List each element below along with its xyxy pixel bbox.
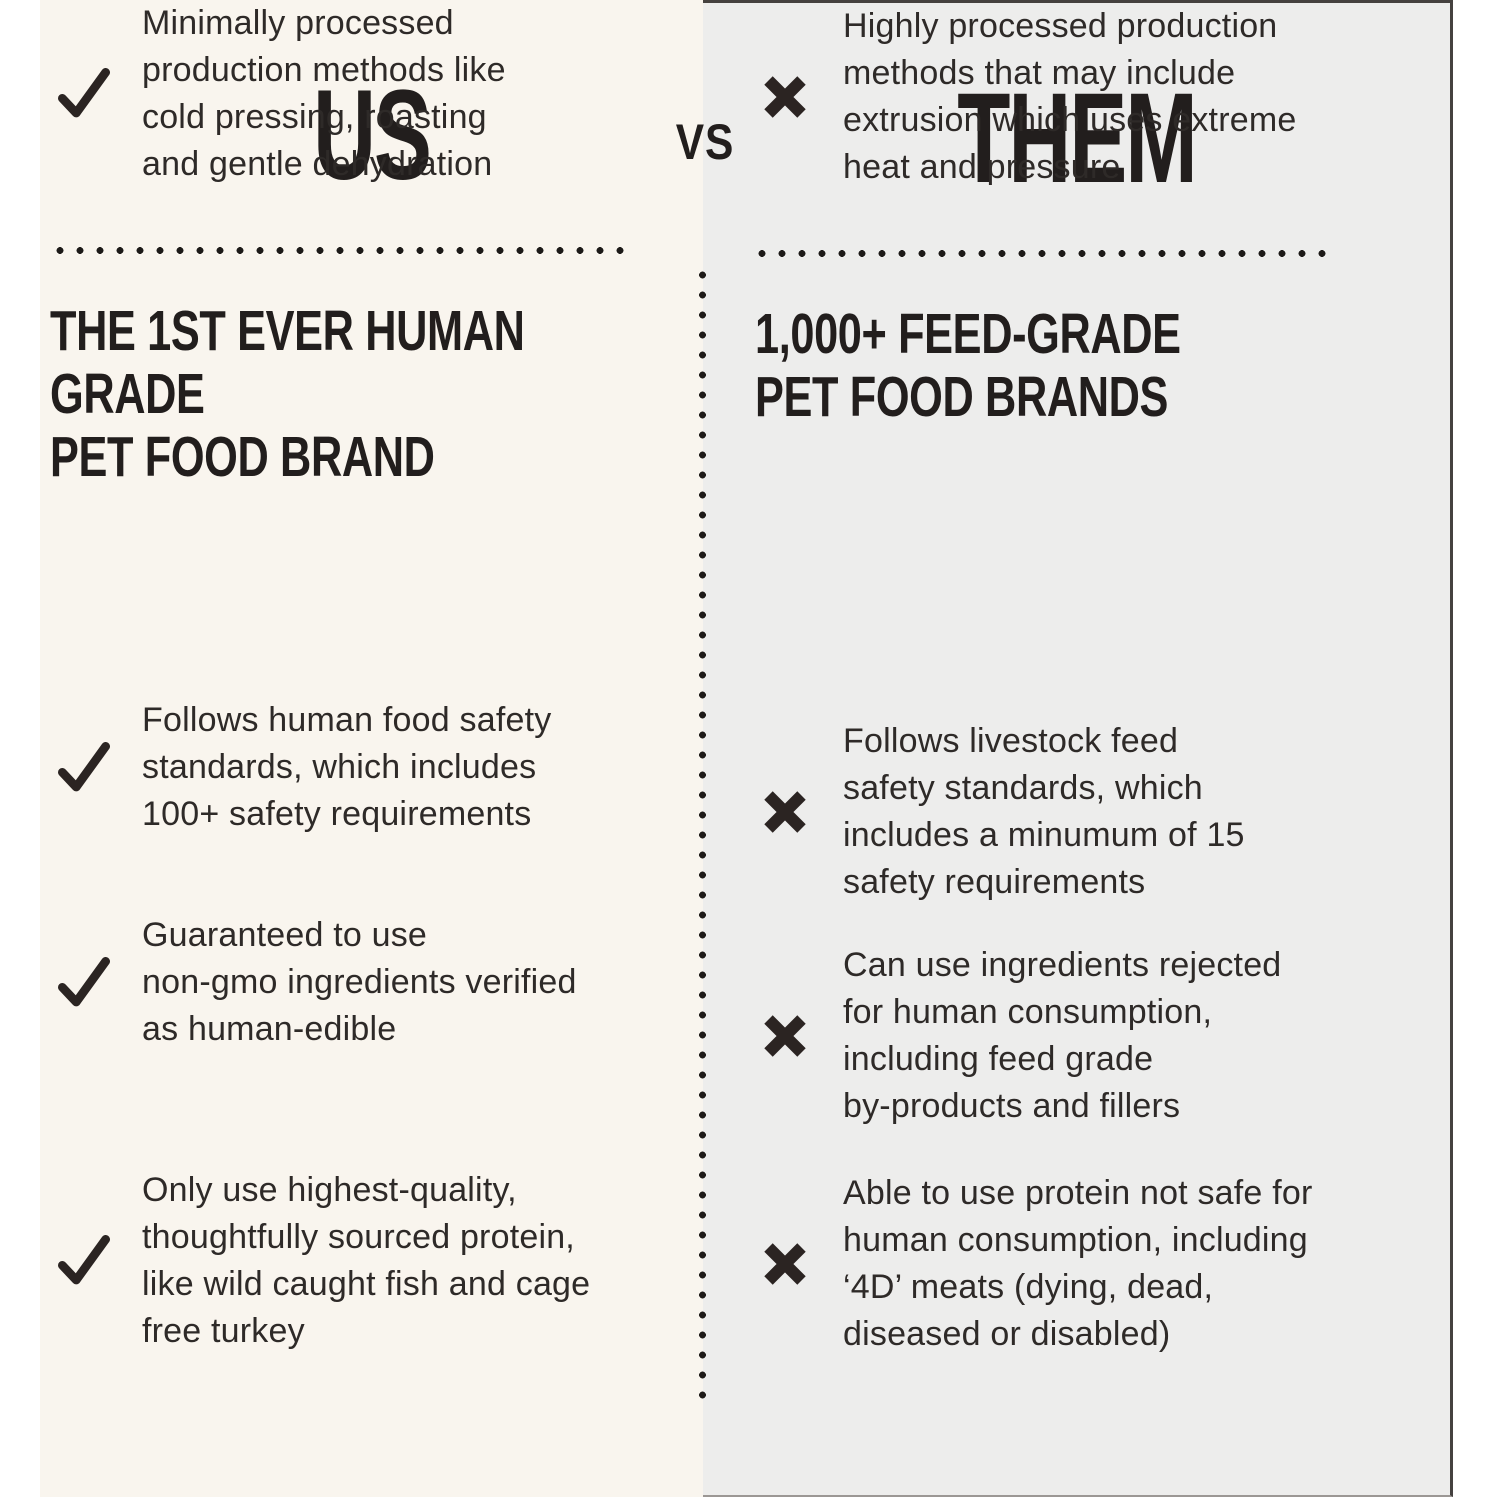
us-benefit-text: Minimally processed production methods l… bbox=[142, 4, 506, 183]
them-heading: THEM bbox=[957, 67, 1197, 210]
us-benefit-item: Follows human food safety standards, whi… bbox=[50, 697, 551, 838]
them-drawback-text: Highly processed production methods that… bbox=[843, 7, 1297, 186]
x-icon bbox=[751, 1009, 819, 1063]
them-drawback-item: Can use ingredients rejected for human c… bbox=[751, 942, 1281, 1130]
us-benefit-item: Only use highest-quality, thoughtfully s… bbox=[50, 1167, 590, 1355]
vs-label: VS bbox=[675, 114, 735, 170]
x-icon bbox=[751, 1237, 819, 1291]
vertical-dotted-divider bbox=[698, 265, 707, 1400]
check-icon bbox=[50, 740, 118, 796]
them-panel: THEM 1,000+ FEED-GRADE PET FOOD BRANDS F… bbox=[703, 0, 1453, 1497]
them-drawback-item: Able to use protein not safe for human c… bbox=[751, 1170, 1312, 1358]
us-benefit-text: Guaranteed to use non-gmo ingredients ve… bbox=[142, 916, 577, 1048]
us-benefit-item: Guaranteed to use non-gmo ingredients ve… bbox=[50, 912, 577, 1053]
us-benefit-text: Only use highest-quality, thoughtfully s… bbox=[142, 1171, 591, 1350]
us-subheading: THE 1ST EVER HUMAN GRADE PET FOOD BRAND bbox=[50, 299, 525, 489]
them-drawback-text: Able to use protein not safe for human c… bbox=[843, 1174, 1313, 1353]
check-icon bbox=[50, 1233, 118, 1289]
left-dotted-divider bbox=[50, 246, 630, 255]
us-panel: US THE 1ST EVER HUMAN GRADE PET FOOD BRA… bbox=[40, 0, 703, 1497]
right-dotted-divider bbox=[752, 249, 1332, 258]
them-drawback-text: Can use ingredients rejected for human c… bbox=[843, 946, 1282, 1125]
them-subheading: 1,000+ FEED-GRADE PET FOOD BRANDS bbox=[755, 302, 1181, 429]
them-drawback-item: Highly processed production methods that… bbox=[751, 3, 1296, 191]
check-icon bbox=[50, 955, 118, 1011]
us-heading: US bbox=[313, 64, 432, 207]
them-drawback-item: Follows livestock feed safety standards,… bbox=[751, 718, 1245, 906]
us-benefit-text: Follows human food safety standards, whi… bbox=[142, 701, 552, 833]
x-icon bbox=[751, 70, 819, 124]
x-icon bbox=[751, 785, 819, 839]
check-icon bbox=[50, 66, 118, 122]
us-benefit-item: Minimally processed production methods l… bbox=[50, 0, 506, 188]
them-drawback-text: Follows livestock feed safety standards,… bbox=[843, 722, 1245, 901]
